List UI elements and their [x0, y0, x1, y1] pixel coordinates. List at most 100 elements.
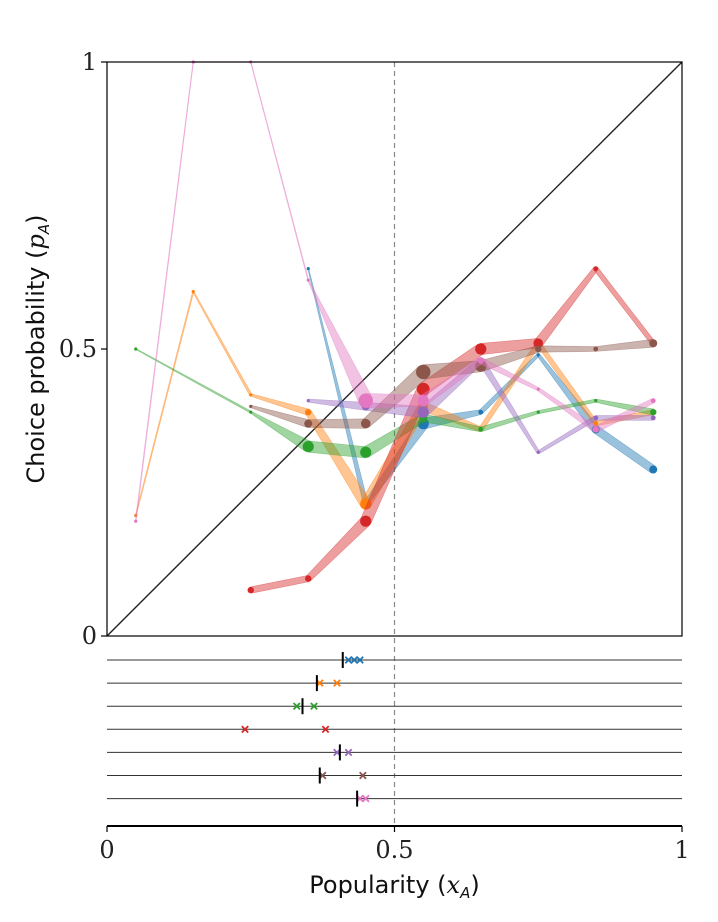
strip-row-brown — [107, 767, 682, 784]
series-green — [134, 347, 657, 459]
series-brown-point — [475, 360, 487, 372]
series-red-point — [360, 515, 372, 527]
series-pink-segment — [134, 61, 194, 522]
series-red-segment — [534, 266, 599, 347]
series-green-point — [594, 399, 598, 403]
series-brown-point — [304, 419, 313, 428]
strip-marker-blue — [344, 656, 353, 664]
series-brown-point — [593, 346, 599, 352]
series-blue-segment — [593, 425, 656, 474]
series-green-segment — [307, 440, 367, 459]
series-purple-segment — [307, 398, 367, 411]
series-purple-point — [536, 450, 540, 454]
series-orange-point — [360, 498, 372, 510]
series-blue-point — [417, 418, 429, 430]
strip-marker-green — [310, 702, 318, 711]
series-red-point — [416, 382, 430, 396]
strip-marker-stroke — [321, 725, 330, 734]
series-red-segment — [593, 266, 656, 346]
x-tick-label: 0 — [99, 836, 114, 864]
strip-row-green — [107, 698, 682, 715]
series-pink-segment — [307, 279, 373, 405]
strip-row-orange — [107, 675, 682, 692]
strip-row-purple — [107, 744, 682, 761]
strip-marker-blue — [350, 656, 359, 664]
strip-row-pink — [107, 790, 682, 807]
series-brown-point — [416, 364, 431, 380]
series-orange-point — [305, 408, 312, 416]
x-axis-label: Popularity (xA) — [309, 871, 479, 902]
strip-marker-stroke — [241, 725, 249, 734]
strip-marker-red — [321, 725, 330, 734]
strip-marker-stroke — [344, 748, 353, 757]
series-orange-segment — [134, 291, 195, 516]
series-brown-point — [649, 339, 658, 348]
series-brown — [249, 338, 658, 429]
y-tick-label: 0 — [82, 622, 97, 650]
strip-marker-stroke — [356, 656, 364, 664]
series-purple-point — [593, 415, 599, 421]
series-orange-point — [134, 513, 138, 518]
series-pink-point — [592, 426, 599, 433]
series-red-point — [593, 266, 599, 272]
series-orange-segment — [192, 290, 253, 396]
series-brown-segment — [307, 418, 367, 429]
strip-marker-pink — [361, 794, 370, 803]
series-pink-point — [536, 387, 540, 391]
series-brown-point — [360, 418, 371, 429]
series-orange-point — [249, 393, 253, 397]
series-green-point — [360, 446, 372, 458]
strip-marker-stroke — [359, 771, 367, 780]
series-red-point — [305, 575, 312, 582]
strip-marker-blue — [356, 656, 364, 664]
series-pink-point — [134, 519, 138, 523]
series-orange-segment — [250, 393, 310, 416]
strip-row-blue — [107, 652, 682, 668]
series-blue-point — [478, 409, 484, 415]
series-red-point — [533, 338, 544, 349]
series-blue-point — [649, 465, 658, 474]
series-green-point — [134, 347, 138, 351]
series-orange-point — [593, 421, 599, 427]
series-blue-point — [536, 353, 540, 357]
series-pink-segment — [250, 61, 310, 281]
series-green-point — [302, 440, 314, 453]
strip-row-red — [107, 725, 682, 734]
strip-marker-stroke — [361, 794, 370, 803]
series-pink-segment — [365, 393, 424, 409]
x-tick-label: 1 — [674, 836, 689, 864]
series-orange-point — [191, 290, 195, 294]
series-pink-point — [306, 278, 310, 282]
series-blue-point — [306, 267, 310, 271]
series-brown-segment — [595, 338, 654, 352]
series-pink — [134, 60, 656, 523]
strip-marker-orange — [333, 679, 341, 687]
series-pink-point — [477, 357, 484, 364]
strip-marker-stroke — [350, 656, 359, 664]
series-brown-segment — [537, 345, 597, 353]
series-brown-point — [249, 404, 253, 408]
diagonal-reference-line — [106, 61, 683, 637]
series-green-point — [478, 426, 484, 432]
series-green-point — [249, 410, 253, 414]
series-pink-point — [650, 398, 656, 404]
strip-marker-brown — [359, 771, 367, 780]
series-purple-point — [650, 415, 656, 421]
series-red-point — [475, 343, 487, 355]
series-pink-point — [358, 393, 373, 408]
series-green-point — [650, 408, 657, 416]
series-red-segment — [249, 575, 310, 594]
series-purple-point — [417, 406, 429, 418]
series-green-point — [536, 410, 540, 414]
main-plot-area — [106, 60, 683, 826]
y-axis-label: Choice probability (pA) — [22, 215, 53, 484]
strip-marker-stroke — [310, 702, 318, 711]
series-pink-point — [417, 395, 429, 407]
x-tick-label: 0.5 — [375, 836, 413, 864]
axes: 0 0.5 1 0 0.5 1 Popularity (xA) Choice probabil… — [22, 48, 690, 902]
series-purple-point — [306, 399, 310, 403]
strip-marker-green — [292, 702, 301, 711]
series-red-point — [247, 586, 254, 594]
y-tick-label: 0.5 — [59, 335, 97, 363]
